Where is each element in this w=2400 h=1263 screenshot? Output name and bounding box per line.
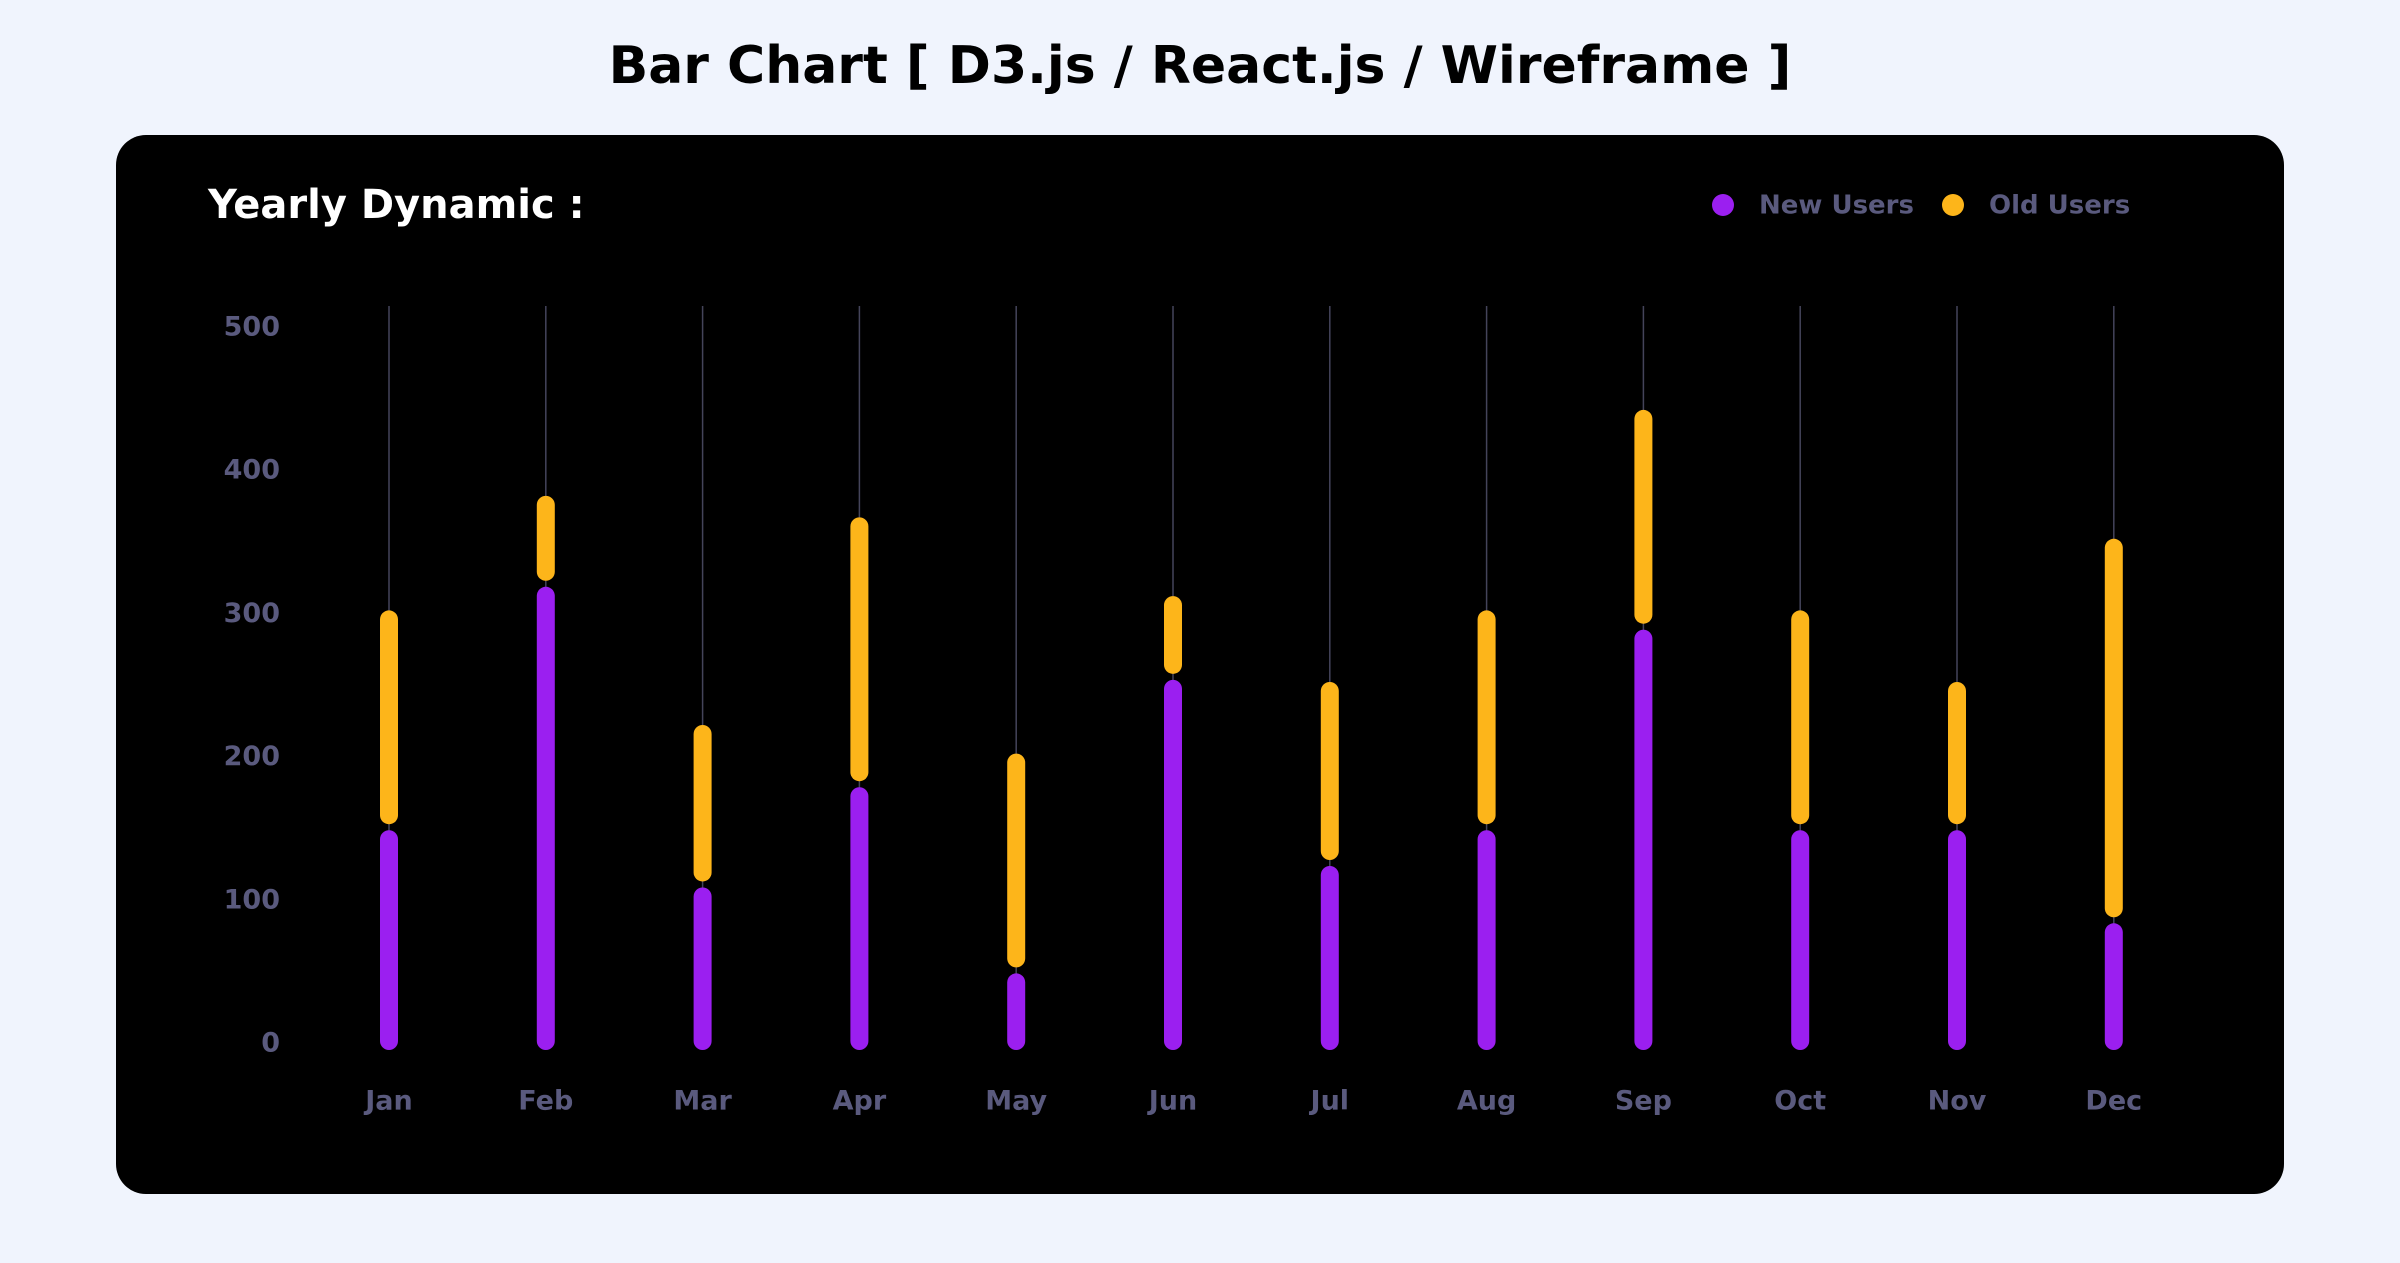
x-tick-label: May	[985, 1086, 1047, 1117]
x-tick-label: Jul	[1309, 1086, 1350, 1117]
x-tick-label: Oct	[1774, 1086, 1826, 1117]
bar-segment	[1948, 682, 1966, 825]
bar-segment	[2104, 538, 2123, 918]
y-tick-label: 100	[224, 884, 280, 915]
x-tick-label: Jun	[1147, 1086, 1198, 1117]
bar-segment	[1634, 629, 1653, 1050]
x-tick-label: Jan	[363, 1086, 413, 1117]
bar-segment	[1320, 866, 1339, 1050]
bar-segment	[380, 610, 398, 825]
bar-segment	[850, 787, 869, 1050]
bar-segment	[1791, 830, 1810, 1050]
bar-segment	[850, 517, 869, 782]
bar-segment	[1007, 973, 1026, 1050]
bar-segment	[1948, 830, 1966, 1050]
bar-segment	[1477, 610, 1496, 825]
bar-segment	[536, 586, 555, 1050]
bar-segment	[693, 887, 712, 1050]
bar-segment	[380, 830, 398, 1050]
bar-segment	[1164, 596, 1182, 674]
x-tick-label: Sep	[1615, 1086, 1672, 1117]
legend-marker	[1942, 194, 1964, 216]
x-tick-label: Apr	[833, 1086, 887, 1117]
y-tick-label: 200	[224, 741, 280, 772]
y-tick-label: 500	[224, 312, 280, 343]
chart-card	[116, 135, 2284, 1194]
bar-segment	[1477, 830, 1496, 1050]
bar-segment	[1007, 753, 1026, 968]
y-tick-label: 0	[261, 1028, 280, 1059]
bar-segment	[2104, 923, 2123, 1050]
legend-label: Old Users	[1989, 191, 2130, 221]
y-tick-label: 300	[224, 598, 280, 629]
x-tick-label: Mar	[673, 1086, 732, 1117]
legend-label: New Users	[1759, 191, 1914, 221]
bar-segment	[1320, 682, 1339, 860]
chart-title: Bar Chart [ D3.js / React.js / Wireframe…	[609, 36, 1792, 96]
x-tick-label: Dec	[2085, 1086, 2142, 1117]
y-tick-label: 400	[224, 455, 280, 486]
bar-segment	[1634, 409, 1653, 624]
bar-segment	[1164, 679, 1182, 1050]
bar-segment	[1791, 610, 1810, 825]
x-tick-label: Feb	[518, 1086, 573, 1117]
bar-segment	[693, 724, 712, 882]
x-tick-label: Nov	[1928, 1086, 1987, 1117]
chart-subtitle: Yearly Dynamic :	[207, 182, 585, 228]
legend-marker	[1712, 194, 1734, 216]
x-tick-label: Aug	[1457, 1086, 1516, 1117]
bar-segment	[536, 495, 555, 581]
